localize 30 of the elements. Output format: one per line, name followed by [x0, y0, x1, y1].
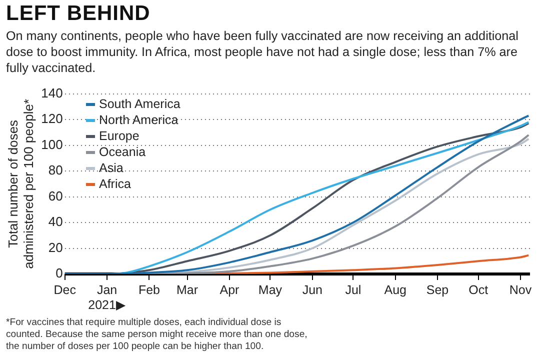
chart-title: LEFT BEHIND	[6, 2, 150, 26]
x-tick-label: Sep	[426, 282, 449, 297]
y-tick-label: 60	[48, 188, 63, 204]
y-tick-label: 80	[48, 162, 63, 178]
legend-label: Oceania	[99, 144, 146, 160]
x-tick-label: May	[258, 282, 283, 297]
x-tick-label: Jan 2021▶	[88, 282, 126, 312]
legend-label: Africa	[99, 176, 131, 192]
x-tick-label: Feb	[138, 282, 160, 297]
y-tick-label: 40	[48, 214, 63, 230]
y-tick-label: 140	[41, 85, 63, 100]
x-tick-label: Oct	[468, 282, 489, 297]
y-tick-label: 0	[56, 266, 63, 281]
y-axis-title: Total number of doses administered per 100 people*	[5, 98, 36, 269]
x-tick-label: Dec	[54, 282, 76, 297]
x-tick-label: Jun	[302, 282, 323, 297]
x-tick-label: Apr	[220, 282, 240, 297]
chart-subtitle: On many continents, people who have been fully vaccinated are now receiving an additional dose to boost immunity. In Africa, most people have not had a single dose; less than 7% are fully vaccinated.	[6, 28, 520, 76]
x-tick-label: Jul	[345, 282, 362, 297]
x-tick-label: Nov	[509, 282, 532, 297]
legend-label: Europe	[99, 128, 140, 144]
text: *For vaccines that require multiple doses, each individual dose is counted. Because the same person might receive more than one dose, the number of doses per 100 people can be higher than 100.	[6, 317, 308, 353]
legend-label: South America	[99, 96, 180, 112]
y-tick-label: 20	[48, 240, 63, 255]
x-tick-label: Mar	[176, 282, 198, 297]
y-tick-label: 100	[41, 136, 63, 152]
x-tick-label: Aug	[384, 282, 407, 297]
y-tick-label: 120	[41, 111, 63, 126]
legend-label: Asia	[99, 160, 124, 176]
legend-label: North America	[99, 112, 178, 128]
